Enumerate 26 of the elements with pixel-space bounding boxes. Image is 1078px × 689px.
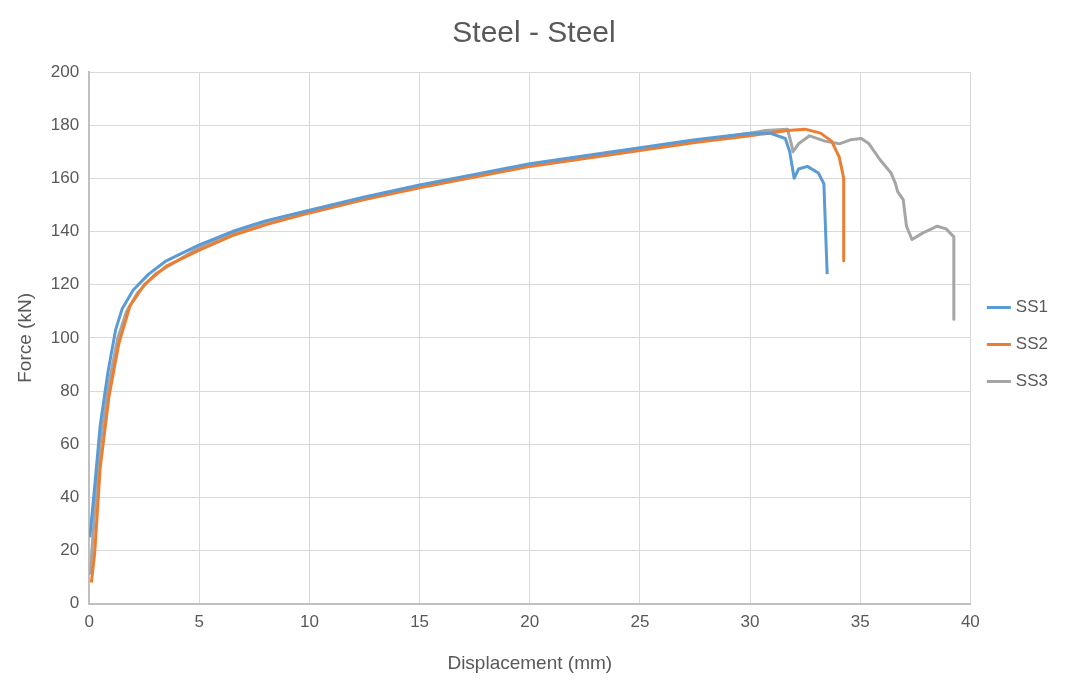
y-tick-label: 120 <box>50 274 80 294</box>
y-tick-label: 140 <box>50 221 80 241</box>
y-tick-label: 160 <box>50 168 80 188</box>
legend-label: SS3 <box>1015 371 1049 391</box>
x-tick-label: 0 <box>84 611 94 631</box>
legend-label: SS2 <box>1015 334 1049 354</box>
x-tick-label: 15 <box>410 611 430 631</box>
y-tick-label: 200 <box>50 61 80 81</box>
y-tick-label: 100 <box>50 327 80 347</box>
x-tick-label: 5 <box>194 611 205 631</box>
y-axis-title: Force (kN) <box>13 293 35 383</box>
x-tick-label: 30 <box>740 611 760 631</box>
chart-title: Steel - Steel <box>452 15 616 49</box>
y-tick-label: 20 <box>60 540 80 560</box>
x-tick-label: 25 <box>630 611 650 631</box>
x-axis-title: Displacement (mm) <box>447 651 613 673</box>
y-tick-label: 40 <box>60 487 80 507</box>
legend-label: SS1 <box>1015 297 1049 317</box>
x-tick-label: 40 <box>960 611 980 631</box>
y-tick-label: 0 <box>69 593 80 613</box>
x-tick-label: 20 <box>520 611 540 631</box>
x-tick-label: 35 <box>850 611 870 631</box>
y-tick-label: 180 <box>50 114 80 134</box>
y-tick-label: 80 <box>60 380 80 400</box>
x-tick-label: 10 <box>300 611 319 631</box>
y-tick-label: 60 <box>60 433 80 453</box>
